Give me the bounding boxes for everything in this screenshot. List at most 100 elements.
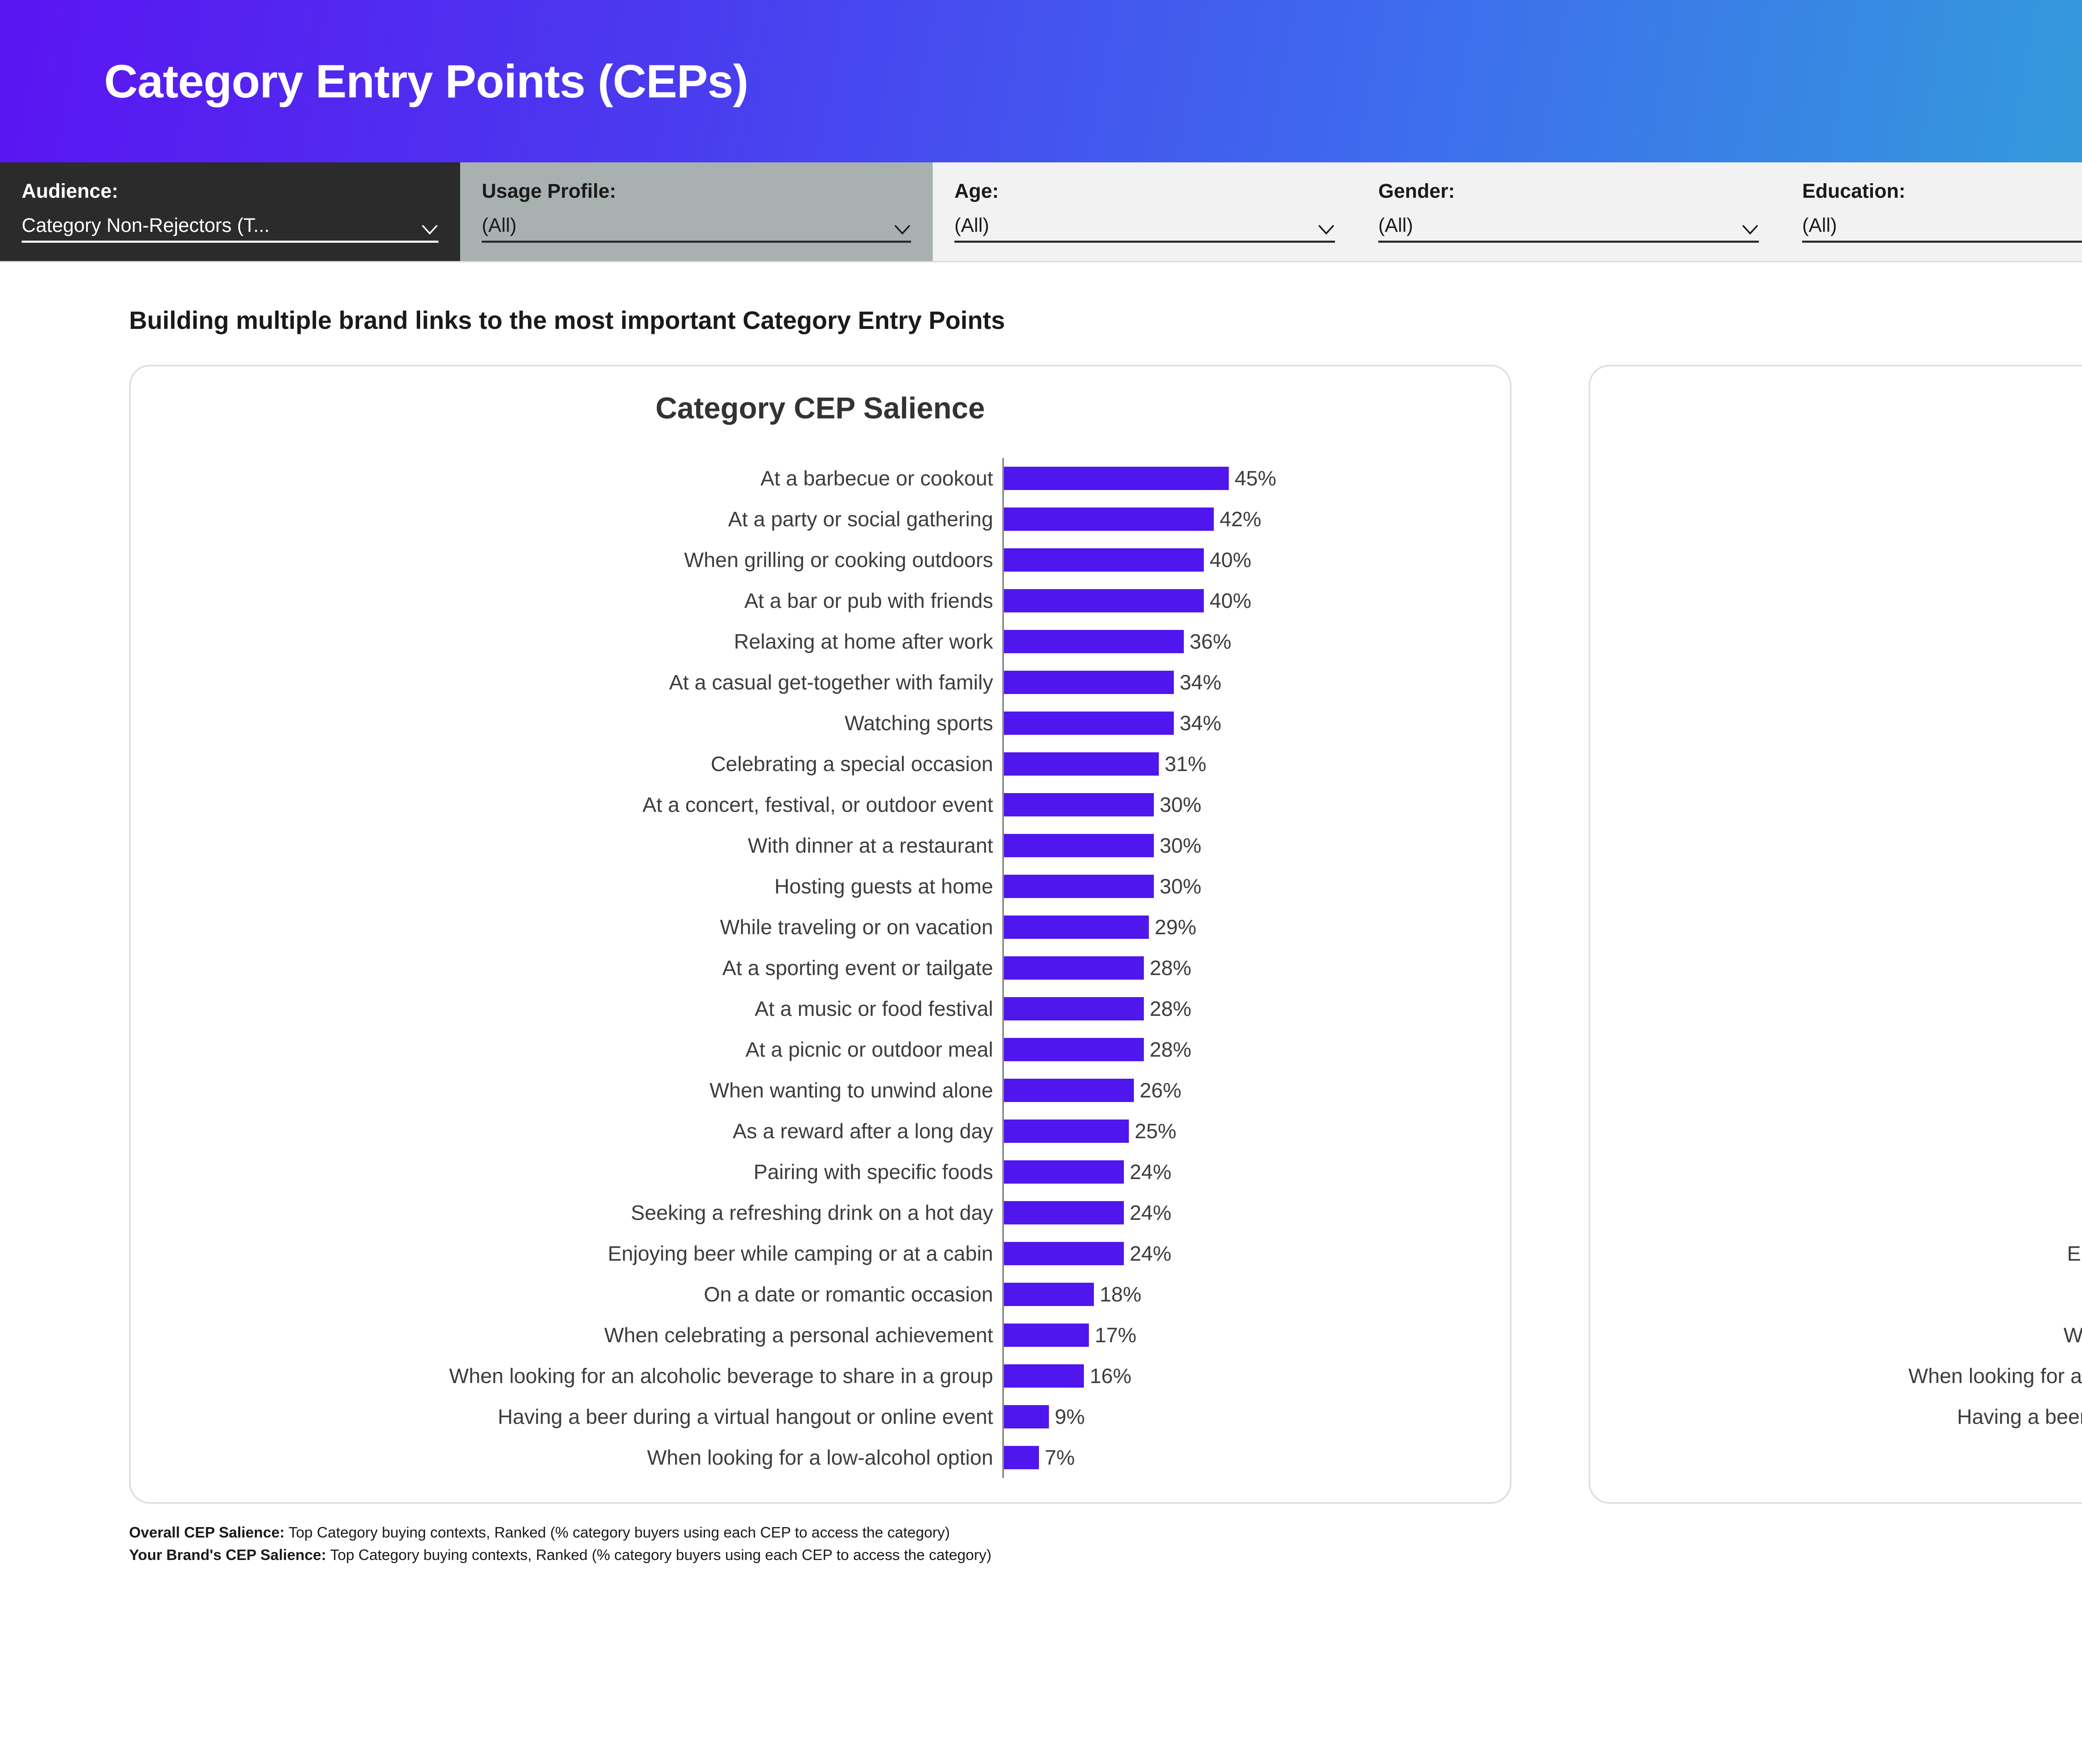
- filter-usage-profile-dropdown[interactable]: (All): [482, 214, 911, 243]
- chart-row-plot: 36%: [1002, 621, 1486, 662]
- chart-row-label: At a music or food festival: [1614, 998, 2082, 1019]
- filter-age-dropdown[interactable]: (All): [954, 214, 1335, 243]
- chart-row-label: At a concert, festival, or outdoor event: [642, 793, 993, 816]
- chart-bar[interactable]: [1004, 1324, 1089, 1347]
- chart-bar-value: 28%: [1150, 1038, 1192, 1061]
- chart-bar[interactable]: [1004, 1364, 1084, 1388]
- footnote-overall-text: Top Category buying contexts, Ranked (% …: [284, 1524, 950, 1541]
- chart-row-label: At a barbecue or cookout: [760, 467, 993, 490]
- panel-title-brand: Your Brand’s CEP Salience: [1614, 391, 2082, 425]
- chart-row: When looking for an alcoholic beverage t…: [155, 1356, 1486, 1396]
- chart-bar[interactable]: [1004, 630, 1184, 653]
- chart-bar-value: 7%: [1045, 1446, 1075, 1469]
- chart-row: When grilling or cooking outdoors22%: [1614, 540, 2082, 580]
- chart-row-label: At a picnic or outdoor meal: [1614, 1039, 2082, 1060]
- chart-row-plot: 28%: [1002, 988, 1486, 1029]
- chart-row-label: Enjoying beer while camping or at a cabi…: [608, 1242, 993, 1265]
- filter-gender-dropdown[interactable]: (All): [1378, 214, 1759, 243]
- chart-row-plot: 30%: [1002, 825, 1486, 866]
- chart-row: Celebrating a special occasion 31%: [155, 744, 1486, 784]
- chart-row-label: As a reward after a long day: [732, 1120, 993, 1143]
- chart-row-plot: 17%: [1002, 1315, 1486, 1356]
- filter-bar: Audience: Category Non-Rejectors (T... U…: [0, 162, 2082, 262]
- chart-bar-value: 18%: [1100, 1283, 1142, 1306]
- chart-bar[interactable]: [1004, 956, 1144, 980]
- chart-row-plot: 28%: [1002, 1029, 1486, 1070]
- chart-bar[interactable]: [1004, 875, 1154, 898]
- chart-bar[interactable]: [1004, 671, 1174, 694]
- chart-row-label: Seeking a refreshing drink on a hot day: [631, 1201, 993, 1224]
- chart-row: At a sporting event or tailgate 28%: [155, 948, 1486, 988]
- chart-row-plot: 24%: [1002, 1152, 1486, 1192]
- filter-gender-label: Gender:: [1378, 180, 1455, 202]
- chart-row-label: At a bar or pub with friends: [744, 589, 993, 612]
- filter-gender[interactable]: Gender: (All): [1357, 162, 1781, 261]
- chevron-down-icon: [1317, 224, 1335, 236]
- chart-row: On a date or romantic occasion16%: [1614, 1274, 2082, 1315]
- chart-row: Pairing with specific foods 24%: [155, 1152, 1486, 1192]
- chart-bar[interactable]: [1004, 1038, 1144, 1061]
- chart-bar[interactable]: [1004, 1242, 1124, 1265]
- chart-row: Enjoying beer while camping or at a cabi…: [1614, 1233, 2082, 1274]
- chart-row-label: Hosting guests at home: [774, 875, 993, 898]
- filter-age[interactable]: Age: (All): [933, 162, 1357, 261]
- chart-bar[interactable]: [1004, 589, 1204, 612]
- chart-row: While traveling or on vacation 29%: [155, 907, 1486, 948]
- chart-bar[interactable]: [1004, 1446, 1039, 1469]
- panel-brand-cep-salience: Your Brand’s CEP Salience At a barbecue …: [1588, 365, 2082, 1504]
- chart-row-label: With dinner at a restaurant: [1614, 835, 2082, 856]
- panel-title-category: Category CEP Salience: [655, 392, 985, 425]
- chart-bar[interactable]: [1004, 793, 1154, 816]
- chart-row-plot: 9%: [1002, 1396, 1486, 1437]
- chart-bar[interactable]: [1004, 1405, 1049, 1428]
- footnote-brand: Your Brand's CEP Salience: Top Category …: [129, 1544, 991, 1566]
- chart-row-plot: 25%: [1002, 1111, 1486, 1152]
- chart-row-label: At a concert, festival, or outdoor event: [1614, 794, 2082, 815]
- chart-bar[interactable]: [1004, 508, 1214, 531]
- chart-row: At a music or food festival21%: [1614, 988, 2082, 1029]
- chart-row: When looking for a low-alcohol option19%: [1614, 1437, 2082, 1478]
- filter-audience[interactable]: Audience: Category Non-Rejectors (T...: [0, 162, 460, 261]
- chart-bar[interactable]: [1004, 712, 1174, 735]
- filter-usage-profile[interactable]: Usage Profile: (All): [460, 162, 933, 261]
- chart-bar[interactable]: [1004, 1120, 1129, 1143]
- chart-row-label: At a sporting event or tailgate: [1614, 958, 2082, 978]
- chart-bar[interactable]: [1004, 1283, 1094, 1306]
- chart-row: At a picnic or outdoor meal 28%: [155, 1029, 1486, 1070]
- chart-row: Hosting guests at home20%: [1614, 866, 2082, 907]
- chart-row-label: When celebrating a personal achievement: [604, 1324, 993, 1347]
- chart-bar[interactable]: [1004, 1079, 1134, 1102]
- chart-bar-value: 30%: [1160, 793, 1202, 816]
- chart-bar[interactable]: [1004, 752, 1159, 776]
- chart-bar[interactable]: [1004, 1201, 1124, 1224]
- chart-row: At a concert, festival, or outdoor event…: [155, 784, 1486, 825]
- chart-row: At a casual get-together with family20%: [1614, 662, 2082, 703]
- footnotes: Overall CEP Salience: Top Category buyin…: [129, 1521, 991, 1566]
- chart-bar[interactable]: [1004, 467, 1229, 490]
- chart-row-plot: 30%: [1002, 866, 1486, 907]
- chart-row-label: When grilling or cooking outdoors: [1614, 550, 2082, 570]
- chart-bar-value: 31%: [1165, 752, 1207, 776]
- chart-bar-value: 24%: [1130, 1201, 1172, 1224]
- chart-bar-value: 9%: [1055, 1405, 1085, 1428]
- chart-bar-value: 42%: [1220, 508, 1262, 531]
- chart-row: When grilling or cooking outdoors 40%: [155, 540, 1486, 580]
- chart-bar[interactable]: [1004, 916, 1149, 939]
- chart-row: At a party or social gathering 42%: [155, 499, 1486, 540]
- chart-bar[interactable]: [1004, 548, 1204, 572]
- chart-row-label: At a casual get-together with family: [1614, 672, 2082, 693]
- chart-row: At a barbecue or cookout 45%: [155, 458, 1486, 499]
- chart-bar[interactable]: [1004, 997, 1144, 1020]
- panel-category-cep-salience: Category CEP Salience At a barbecue or c…: [129, 365, 1512, 1504]
- chart-row-label: Celebrating a special occasion: [1614, 754, 2082, 774]
- chart-bar[interactable]: [1004, 834, 1154, 857]
- filter-education[interactable]: Education: (All): [1781, 162, 2082, 261]
- chart-row-plot: 16%: [1002, 1356, 1486, 1396]
- chart-row-label: When looking for an alcoholic beverage t…: [449, 1364, 993, 1388]
- chart-row-label: At a barbecue or cookout: [1614, 468, 2082, 489]
- filter-audience-dropdown[interactable]: Category Non-Rejectors (T...: [22, 214, 438, 243]
- chart-bar-value: 24%: [1130, 1160, 1172, 1184]
- chart-bar[interactable]: [1004, 1160, 1124, 1184]
- filter-education-dropdown[interactable]: (All): [1802, 214, 2082, 243]
- chart-row-plot: 26%: [1002, 1070, 1486, 1111]
